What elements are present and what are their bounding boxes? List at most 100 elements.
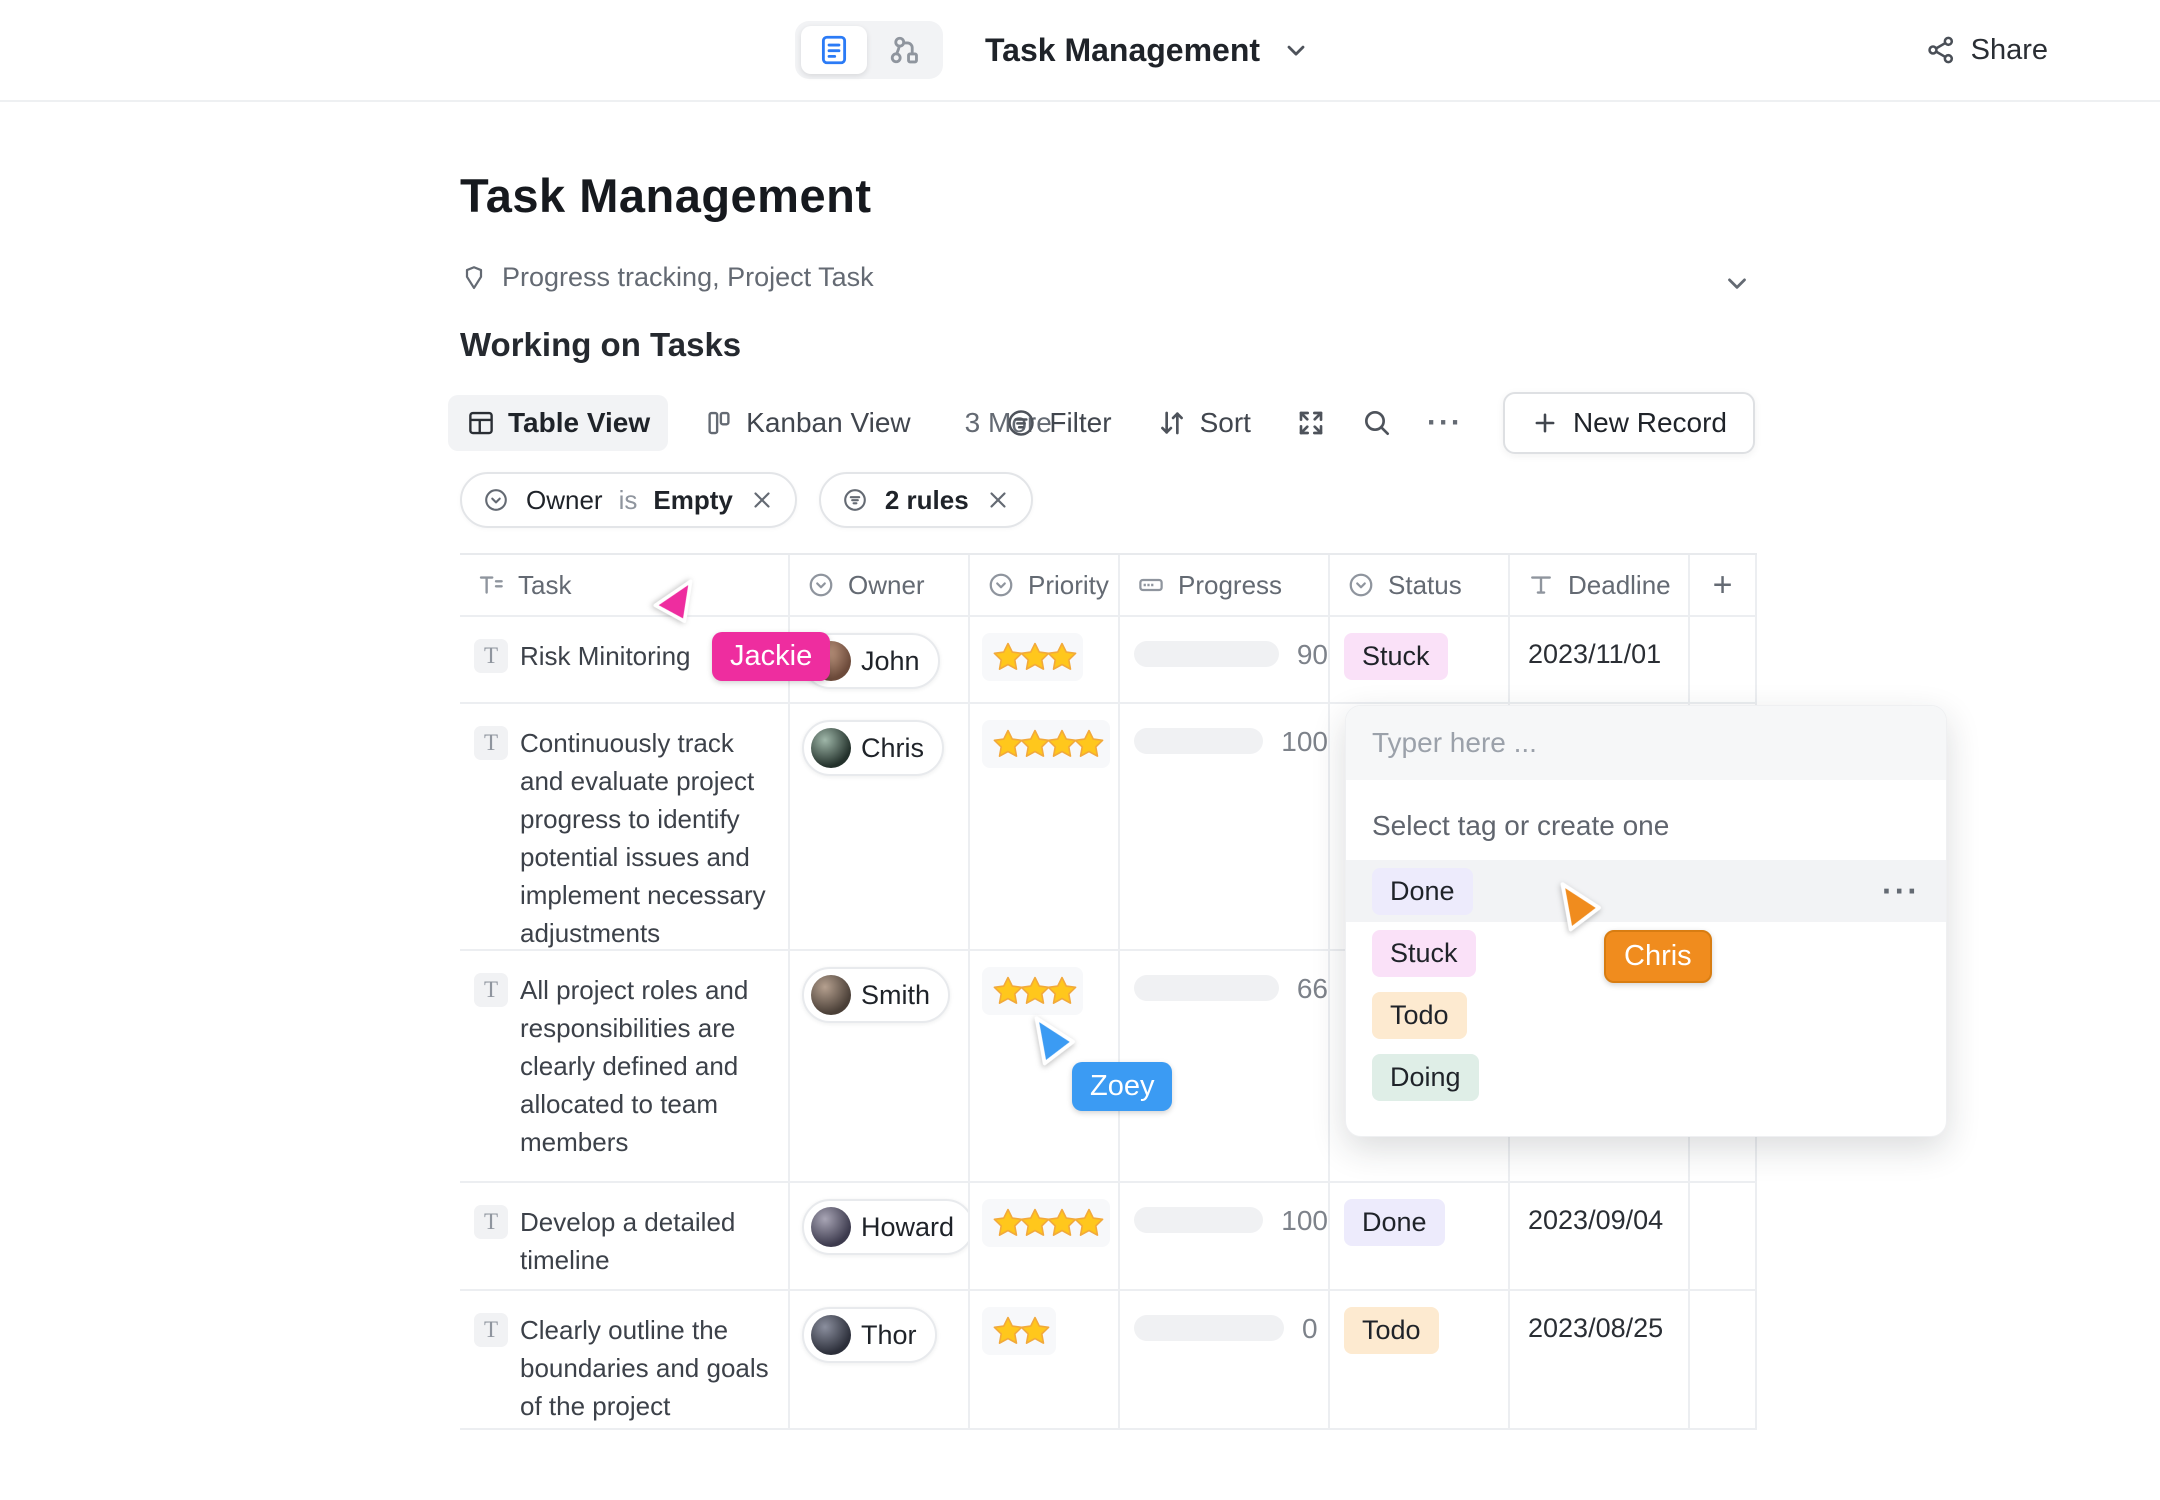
task-cell[interactable]: T Risk Minitoring	[460, 617, 790, 702]
priority-cell[interactable]	[970, 617, 1120, 702]
priority-cell[interactable]	[970, 704, 1120, 949]
search-button[interactable]	[1361, 407, 1393, 439]
filter-chip-owner[interactable]: Owner is Empty	[460, 472, 797, 528]
cursor-jackie	[643, 571, 707, 635]
collapse-chevron-icon[interactable]	[1722, 268, 1752, 298]
share-icon	[1925, 34, 1957, 66]
filter-button[interactable]: Filter	[1005, 407, 1112, 439]
status-cell[interactable]: Todo	[1330, 1291, 1510, 1428]
tag-option[interactable]: Done ···	[1346, 860, 1946, 922]
owner-name: John	[861, 645, 920, 676]
column-header-priority[interactable]: Priority	[970, 555, 1120, 615]
cursor-label-jackie: Jackie	[712, 632, 831, 681]
new-record-button[interactable]: New Record	[1502, 392, 1755, 454]
star-rating[interactable]	[982, 1199, 1110, 1247]
progress-track	[1134, 1315, 1284, 1341]
document-view-toggle[interactable]	[801, 26, 867, 74]
tag-popup-hint: Select tag or create one	[1372, 810, 1670, 841]
star-icon	[1047, 642, 1077, 670]
option-more-icon[interactable]: ···	[1882, 872, 1920, 909]
task-cell[interactable]: T Develop a detailed timeline	[460, 1183, 790, 1289]
page-tags[interactable]: Progress tracking, Project Task	[460, 262, 874, 293]
workflow-view-toggle[interactable]	[871, 26, 937, 74]
progress-cell[interactable]: 100	[1120, 704, 1330, 949]
table-row[interactable]: T All project roles and responsibilities…	[460, 951, 1757, 1183]
task-cell[interactable]: T Continuously track and evaluate projec…	[460, 704, 790, 949]
column-header-deadline[interactable]: Deadline	[1510, 555, 1690, 615]
owner-cell[interactable]: Howard	[790, 1183, 970, 1289]
chevron-down-icon[interactable]	[1282, 36, 1310, 64]
deadline-cell[interactable]: 2023/09/04	[1510, 1183, 1690, 1289]
tab-table-view[interactable]: Table View	[448, 395, 669, 451]
sort-label: Sort	[1199, 407, 1251, 438]
close-icon[interactable]	[749, 487, 775, 513]
task-cell[interactable]: T Clearly outline the boundaries and goa…	[460, 1291, 790, 1428]
column-header-progress[interactable]: Progress	[1120, 555, 1330, 615]
deadline-cell[interactable]: 2023/08/25	[1510, 1291, 1690, 1428]
status-badge[interactable]: Todo	[1344, 1307, 1439, 1354]
tag-search-input[interactable]: Typer here ...	[1346, 706, 1946, 780]
tag-option[interactable]: Todo	[1346, 984, 1946, 1046]
owner-chip[interactable]: Smith	[802, 967, 951, 1023]
task-cell[interactable]: T All project roles and responsibilities…	[460, 951, 790, 1181]
progress-cell[interactable]: 100	[1120, 1183, 1330, 1289]
column-header-owner[interactable]: Owner	[790, 555, 970, 615]
star-rating[interactable]	[982, 967, 1083, 1015]
close-icon[interactable]	[985, 487, 1011, 513]
star-rating[interactable]	[982, 1307, 1056, 1355]
owner-chip[interactable]: Thor	[802, 1307, 937, 1363]
star-icon	[1020, 642, 1050, 670]
view-toolbar: Table View Kanban View 3 More	[448, 394, 1070, 452]
tab-kanban-view[interactable]: Kanban View	[686, 395, 929, 451]
owner-name: Thor	[861, 1319, 917, 1350]
table-row[interactable]: T Continuously track and evaluate projec…	[460, 704, 1757, 951]
progress-cell[interactable]: 0	[1120, 1291, 1330, 1428]
owner-chip[interactable]: Howard	[802, 1199, 968, 1255]
priority-cell[interactable]	[970, 1183, 1120, 1289]
text-field-icon	[476, 570, 506, 600]
table-row[interactable]: T Clearly outline the boundaries and goa…	[460, 1291, 1757, 1430]
star-rating[interactable]	[982, 633, 1083, 681]
tag-icon	[460, 264, 488, 292]
column-label: Priority	[1028, 569, 1109, 600]
priority-cell[interactable]	[970, 1291, 1120, 1428]
owner-cell[interactable]: Thor	[790, 1291, 970, 1428]
tag-option[interactable]: Stuck	[1346, 922, 1946, 984]
sort-button[interactable]: Sort	[1156, 407, 1251, 439]
owner-cell[interactable]: Chris	[790, 704, 970, 949]
owner-name: Smith	[861, 979, 931, 1010]
owner-chip[interactable]: Chris	[802, 720, 945, 776]
table-row[interactable]: T Develop a detailed timeline Howard 100…	[460, 1183, 1757, 1291]
column-header-task[interactable]: Task	[460, 555, 790, 615]
tab-more-views[interactable]: 3 More	[947, 395, 1070, 451]
progress-track	[1134, 1207, 1264, 1233]
share-label: Share	[1970, 33, 2048, 66]
column-header-status[interactable]: Status	[1330, 555, 1510, 615]
workflow-icon	[887, 33, 921, 67]
table-row[interactable]: T Risk Minitoring John 90 Stuck 2023/11/…	[460, 617, 1757, 704]
add-column-button[interactable]: +	[1690, 555, 1757, 615]
star-icon	[1020, 976, 1050, 1004]
status-badge[interactable]: Stuck	[1344, 633, 1448, 680]
progress-cell[interactable]: 90	[1120, 617, 1330, 702]
select-field-icon	[986, 570, 1016, 600]
plus-icon	[1531, 409, 1559, 437]
more-actions-button[interactable]: ···	[1426, 406, 1463, 439]
expand-button[interactable]	[1295, 407, 1327, 439]
avatar	[811, 1315, 851, 1355]
table-body: T Risk Minitoring John 90 Stuck 2023/11/…	[460, 617, 1757, 1430]
status-cell[interactable]: Done	[1330, 1183, 1510, 1289]
status-badge[interactable]: Done	[1344, 1199, 1445, 1246]
filter-chip-rules[interactable]: 2 rules	[818, 472, 1033, 528]
share-button[interactable]: Share	[1925, 0, 2048, 100]
deadline-cell[interactable]: 2023/11/01	[1510, 617, 1690, 702]
chip-field: Owner	[526, 484, 603, 515]
tag-option[interactable]: Doing	[1346, 1046, 1946, 1108]
status-cell[interactable]: Stuck	[1330, 617, 1510, 702]
deadline-text: 2023/08/25	[1528, 1313, 1664, 1343]
priority-cell[interactable]	[970, 951, 1120, 1181]
text-type-icon: T	[474, 639, 508, 673]
owner-cell[interactable]: Smith	[790, 951, 970, 1181]
star-rating[interactable]	[982, 720, 1110, 768]
progress-cell[interactable]: 66	[1120, 951, 1330, 1181]
